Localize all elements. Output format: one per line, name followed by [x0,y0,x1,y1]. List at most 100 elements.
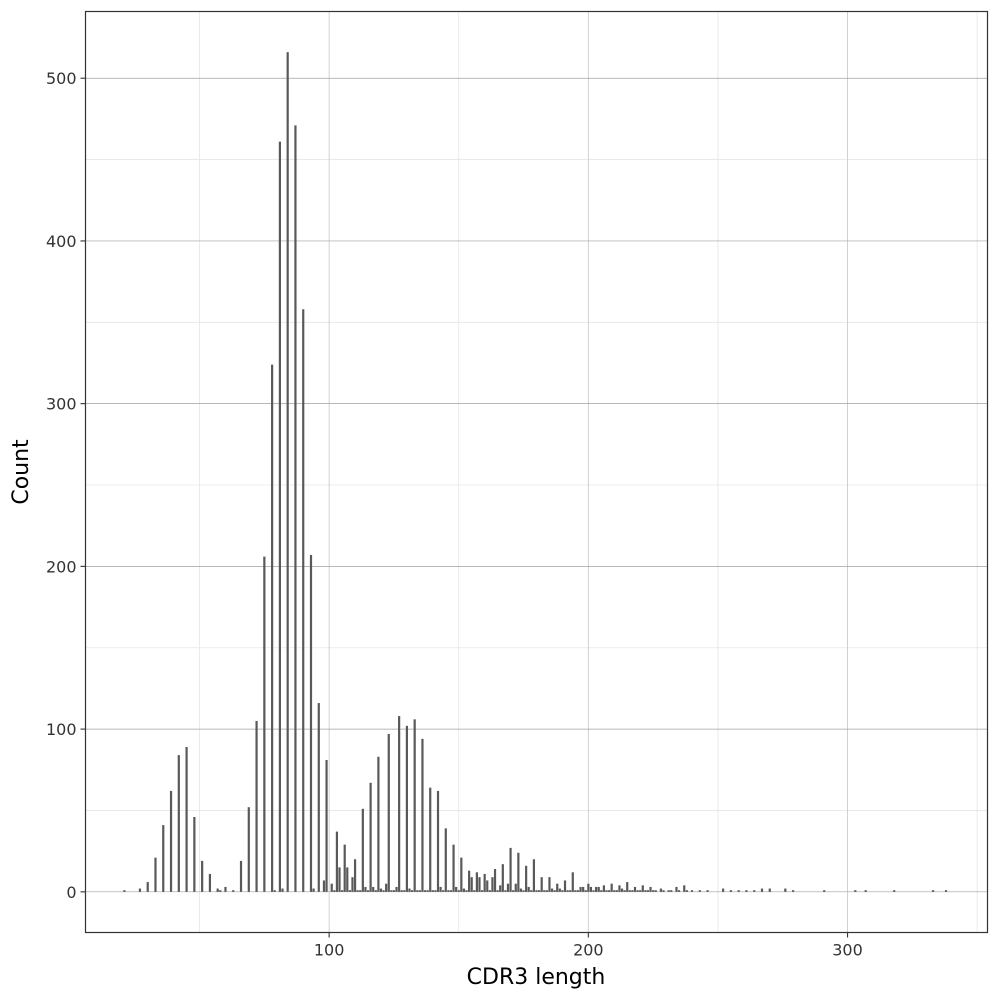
histogram-bar [278,141,281,892]
histogram-bar [556,883,559,892]
histogram-bar [893,890,896,892]
histogram-bar [683,885,686,892]
histogram-bar [457,890,460,892]
histogram-bar [654,890,657,892]
histogram-bar [522,890,525,892]
histogram-bar [745,890,748,892]
histogram-bar [341,890,344,892]
histogram-bar [416,890,419,892]
histogram-bar [322,880,326,892]
histogram-bar [662,890,665,892]
histogram-bar [600,890,603,892]
histogram-bar [429,787,432,892]
histogram-bar [465,890,468,892]
histogram-bar [273,890,276,892]
histogram-bar [343,844,346,892]
histogram-bar [193,816,196,892]
histogram-bar [506,883,510,892]
y-tick-label: 300 [46,395,77,414]
histogram-bar [333,890,336,892]
histogram-bar [177,755,180,892]
x-axis: 100 200 300 [314,932,863,960]
histogram-bar [579,886,582,892]
histogram-bar [366,890,370,892]
histogram-bar [403,890,406,892]
histogram-bar [434,890,437,892]
histogram-bar [644,890,647,892]
histogram-bar [271,364,274,892]
histogram-bar [615,890,618,892]
histogram-bar [470,877,473,892]
histogram-bar [548,877,551,892]
histogram-bar [395,886,398,892]
histogram-bar [792,890,795,892]
histogram-bar [737,890,740,892]
histogram-bar [636,890,639,892]
histogram-bar [239,860,243,892]
histogram-bar [361,808,364,892]
histogram-bar [447,890,450,892]
histogram-bar [677,890,681,892]
histogram-bar [628,890,631,892]
histogram-bar [488,890,491,892]
histogram-bar [169,790,173,892]
histogram-bar [561,890,564,892]
histogram-bar [449,890,453,892]
histogram-bar [690,890,694,892]
histogram-bars [123,52,948,892]
histogram-bar [439,886,442,892]
y-axis: 0 100 200 300 400 500 [46,69,86,902]
histogram-bar [854,890,857,892]
histogram-bar [584,890,587,892]
histogram-bar [610,883,613,892]
histogram-bar [652,890,655,892]
histogram-bar [325,760,328,892]
histogram-bar [592,890,595,892]
histogram-bar [480,890,484,892]
histogram-bar [317,703,320,892]
histogram-bar [553,890,556,892]
histogram-bar [722,888,725,892]
histogram-bar [359,890,362,892]
histogram-bar [532,859,536,892]
histogram-bar [504,890,507,892]
x-axis-title: CDR3 length [467,965,606,990]
histogram-bar [626,882,629,892]
histogram-bar [623,890,626,892]
histogram-bar [605,890,608,892]
histogram-bar [784,888,787,892]
histogram-bar [478,877,481,892]
histogram-bar [351,877,354,892]
histogram-bar [405,725,409,892]
histogram-bar [398,716,401,892]
y-tick-label: 0 [66,883,76,902]
histogram-bar [646,890,650,892]
histogram-bar [667,890,670,892]
histogram-bar [473,890,476,892]
histogram-bar [641,885,644,892]
histogram-bar [566,890,569,892]
histogram-bar [247,807,250,892]
histogram-bar [618,885,621,892]
histogram-bar [335,831,339,892]
histogram-bar [436,790,440,892]
histogram-bar [753,890,756,892]
histogram-bar [602,885,605,892]
histogram-bar [413,719,416,892]
histogram-bar [382,890,385,892]
histogram-bar [232,890,235,892]
histogram-bar [698,890,701,892]
histogram-bar [338,867,341,892]
histogram-bar [540,877,543,892]
histogram-bar [493,869,497,892]
histogram-bar [558,888,561,892]
y-axis-title: Count [9,439,34,505]
histogram-bar [499,885,502,892]
histogram-bar [587,883,590,892]
histogram-bar [392,890,396,892]
histogram-bar [418,890,421,892]
histogram-bar [569,890,572,892]
histogram-bar [563,880,567,892]
histogram-bar [390,890,393,892]
histogram-bar [649,886,652,892]
